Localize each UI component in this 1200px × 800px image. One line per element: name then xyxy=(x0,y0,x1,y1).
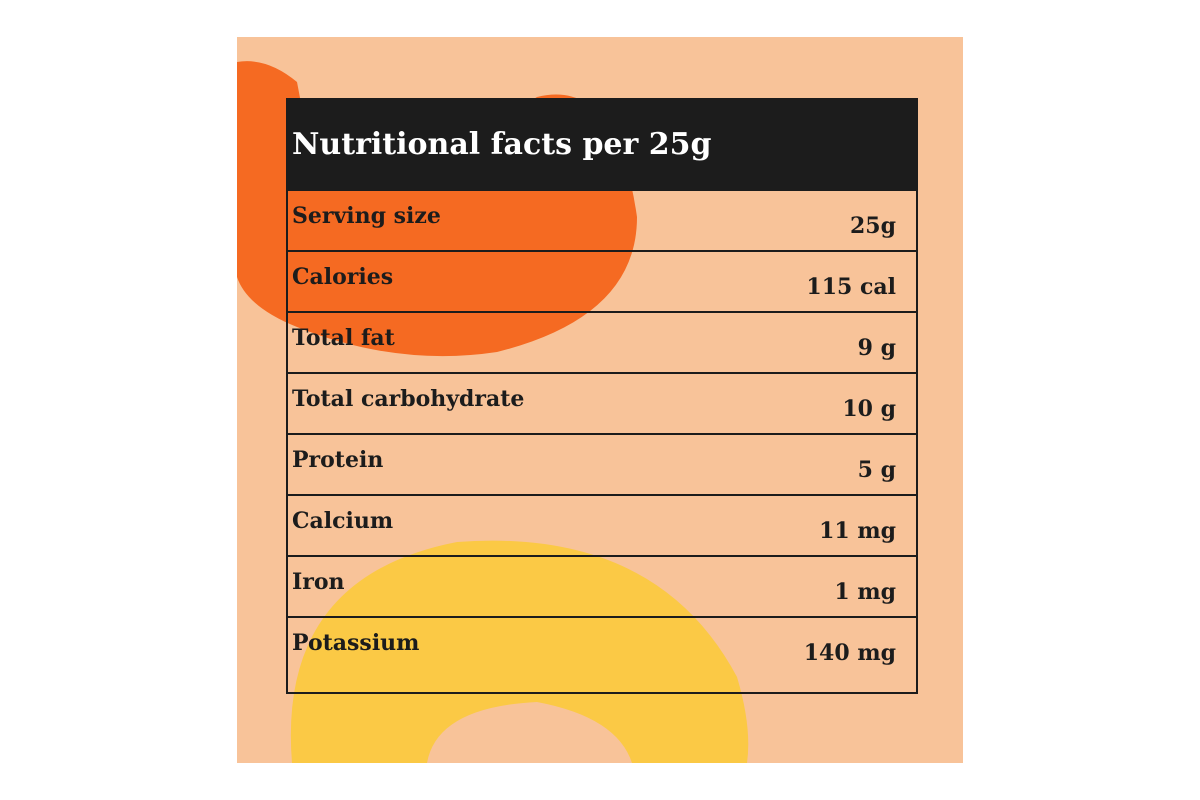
nutrient-value: 9 g xyxy=(857,335,896,361)
nutrient-value: 1 mg xyxy=(834,579,896,605)
nutrient-label: Calcium xyxy=(292,508,394,534)
nutrition-table: Nutritional facts per 25g Serving size 25… xyxy=(286,98,918,694)
nutrient-label: Iron xyxy=(292,569,345,595)
nutrient-value: 10 g xyxy=(842,396,896,422)
table-row: Total fat 9 g xyxy=(288,311,916,372)
nutrient-value: 115 cal xyxy=(806,274,896,300)
table-row: Total carbohydrate 10 g xyxy=(288,372,916,433)
nutrient-label: Serving size xyxy=(292,203,441,229)
nutrient-label: Protein xyxy=(292,447,384,473)
nutrient-label: Total carbohydrate xyxy=(292,386,525,412)
nutrient-value: 140 mg xyxy=(803,640,896,666)
yellow-blob xyxy=(290,540,749,763)
table-row: Iron 1 mg xyxy=(288,555,916,616)
nutrient-value: 5 g xyxy=(857,457,896,483)
nutrient-label: Potassium xyxy=(292,630,420,656)
card: Nutritional facts per 25g Serving size 25… xyxy=(237,37,963,763)
nutrient-label: Calories xyxy=(292,264,394,290)
table-row: Potassium 140 mg xyxy=(288,616,916,692)
table-row: Calcium 11 mg xyxy=(288,494,916,555)
table-row: Calories 115 cal xyxy=(288,250,916,311)
nutrient-value: 11 mg xyxy=(819,518,896,544)
table-title: Nutritional facts per 25g xyxy=(288,100,916,189)
nutrient-value: 25g xyxy=(850,213,896,239)
nutrient-label: Total fat xyxy=(292,325,395,351)
table-row: Protein 5 g xyxy=(288,433,916,494)
table-row: Serving size 25g xyxy=(288,189,916,250)
